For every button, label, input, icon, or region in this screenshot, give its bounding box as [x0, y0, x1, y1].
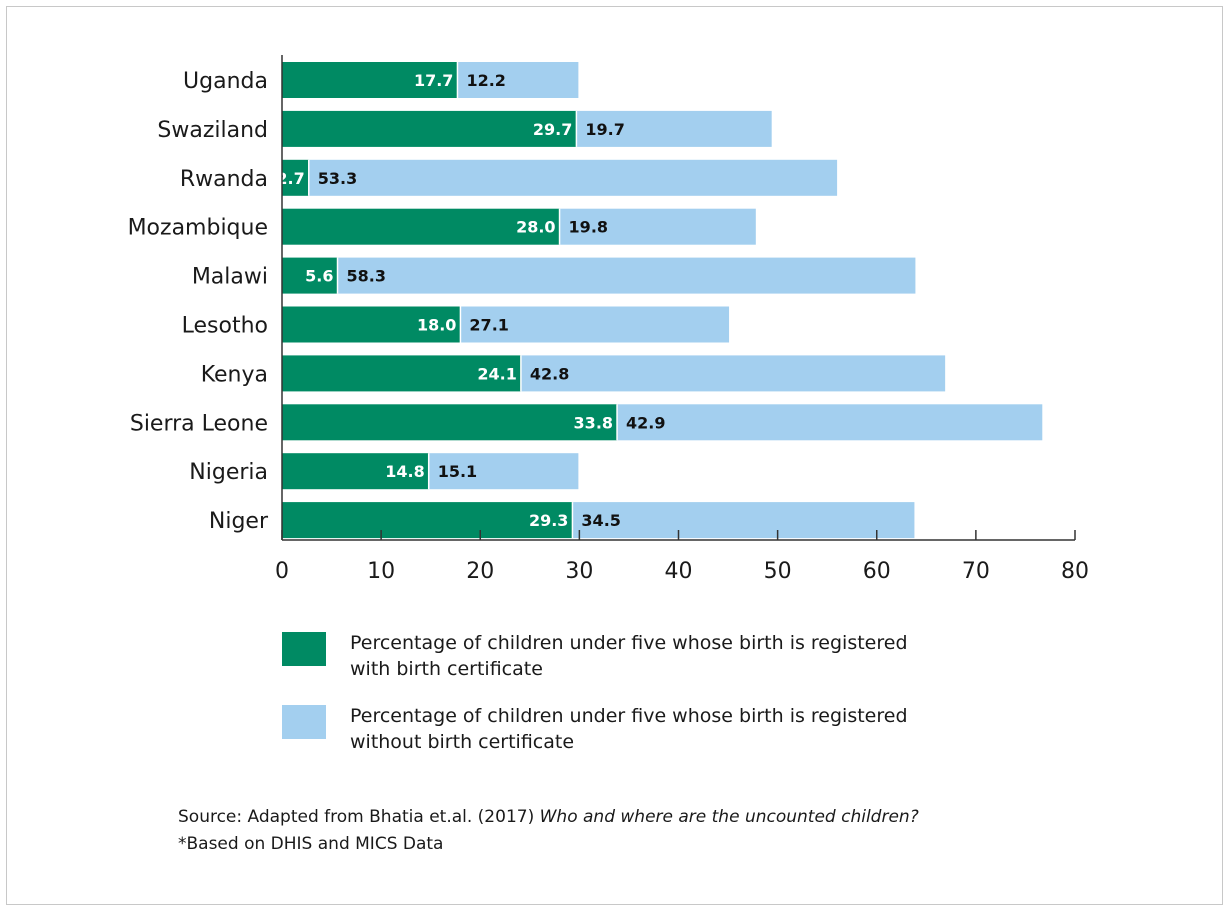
data-label-with-certificate: 14.8 — [385, 462, 424, 481]
x-tick-label: 50 — [764, 559, 792, 584]
bar-without-certificate — [520, 355, 946, 392]
bar-with-certificate — [282, 453, 429, 490]
data-label-with-certificate: 5.6 — [305, 267, 333, 286]
source-citation: Source: Adapted from Bhatia et.al. (2017… — [178, 804, 919, 831]
data-label-without-certificate: 34.5 — [581, 511, 620, 530]
bar-with-certificate — [282, 502, 573, 539]
bar-without-certificate — [617, 404, 1043, 441]
bar-without-certificate — [576, 110, 772, 147]
data-label-without-certificate: 12.2 — [466, 71, 505, 90]
bar-without-certificate — [457, 62, 579, 98]
bar-chart: 17.7 12.2 Uganda 29.7 19.7 Swaziland 2.7 53.3 Rw… — [128, 55, 1089, 584]
x-tick-label: 70 — [962, 559, 990, 584]
bar-with-certificate — [282, 159, 309, 196]
legend-label-line: with birth certificate — [350, 658, 543, 680]
category-label: Niger — [209, 509, 269, 534]
category-label: Sierra Leone — [130, 411, 268, 436]
legend-label-line: without birth certificate — [350, 731, 575, 753]
source-data-note: *Based on DHIS and MICS Data — [178, 834, 444, 854]
category-label: Swaziland — [157, 118, 268, 143]
x-tick-label: 40 — [665, 559, 693, 584]
category-label: Nigeria — [189, 460, 268, 485]
x-tick-label: 0 — [275, 559, 289, 584]
legend-label-line: Percentage of children under five whose … — [350, 632, 908, 654]
labels-layer: 17.7 12.2 Uganda 29.7 19.7 Swaziland 2.7 53.3 Rw… — [128, 69, 666, 534]
data-label-with-certificate: 17.7 — [414, 71, 453, 90]
bar-with-certificate — [282, 257, 338, 294]
legend-label-without-certificate: Percentage of children under five whose … — [350, 703, 1070, 755]
data-label-without-certificate: 42.9 — [626, 413, 665, 432]
data-label-without-certificate: 27.1 — [469, 316, 508, 335]
legend-item-with-certificate: Percentage of children under five whose … — [282, 630, 1070, 682]
category-label: Uganda — [183, 69, 268, 94]
data-label-with-certificate: 24.1 — [477, 364, 516, 383]
data-label-without-certificate: 19.8 — [569, 218, 608, 237]
category-label: Kenya — [201, 362, 268, 387]
data-label-with-certificate: 33.8 — [574, 413, 613, 432]
bar-with-certificate — [282, 306, 461, 343]
bar-without-certificate — [428, 453, 579, 490]
bar-without-certificate — [308, 159, 838, 196]
data-label-with-certificate: 28.0 — [516, 218, 555, 237]
legend-label-line: Percentage of children under five whose … — [350, 705, 908, 727]
data-label-without-certificate: 58.3 — [347, 267, 386, 286]
bars-layer — [282, 62, 1043, 539]
bar-with-certificate — [282, 62, 458, 98]
source-title: Who and where are the uncounted children… — [539, 807, 919, 827]
category-label: Lesotho — [182, 314, 268, 339]
bar-with-certificate — [282, 355, 521, 392]
data-label-without-certificate: 53.3 — [318, 169, 357, 188]
source-note: Source: Adapted from Bhatia et.al. (2017… — [178, 804, 919, 858]
x-tick-label: 20 — [466, 559, 494, 584]
data-label-with-certificate: 2.7 — [276, 169, 304, 188]
data-label-with-certificate: 29.3 — [529, 511, 568, 530]
data-label-without-certificate: 19.7 — [585, 120, 624, 139]
legend-item-without-certificate: Percentage of children under five whose … — [282, 703, 1070, 755]
bar-without-certificate — [572, 502, 915, 539]
category-label: Rwanda — [180, 167, 268, 192]
legend-swatch-without-certificate — [282, 705, 326, 739]
data-label-without-certificate: 42.8 — [530, 364, 569, 383]
bar-without-certificate — [337, 257, 916, 294]
bar-without-certificate — [559, 208, 756, 245]
legend-swatch-with-certificate — [282, 632, 326, 666]
category-label: Malawi — [192, 265, 268, 290]
x-tick-label: 30 — [565, 559, 593, 584]
x-tick-label: 60 — [863, 559, 891, 584]
figure-frame — [6, 6, 1223, 905]
bar-without-certificate — [460, 306, 730, 343]
data-label-without-certificate: 15.1 — [438, 462, 477, 481]
bar-with-certificate — [282, 110, 577, 147]
data-label-with-certificate: 29.7 — [533, 120, 572, 139]
data-label-with-certificate: 18.0 — [417, 316, 456, 335]
axes-layer: 0 10 20 30 40 50 60 70 80 — [275, 55, 1089, 584]
legend-label-with-certificate: Percentage of children under five whose … — [350, 630, 1070, 682]
source-prefix: Source: Adapted from Bhatia et.al. (2017… — [178, 807, 540, 827]
x-tick-label: 10 — [367, 559, 395, 584]
bar-with-certificate — [282, 208, 560, 245]
x-tick-label: 80 — [1061, 559, 1089, 584]
category-label: Mozambique — [128, 216, 268, 241]
bar-with-certificate — [282, 404, 618, 441]
